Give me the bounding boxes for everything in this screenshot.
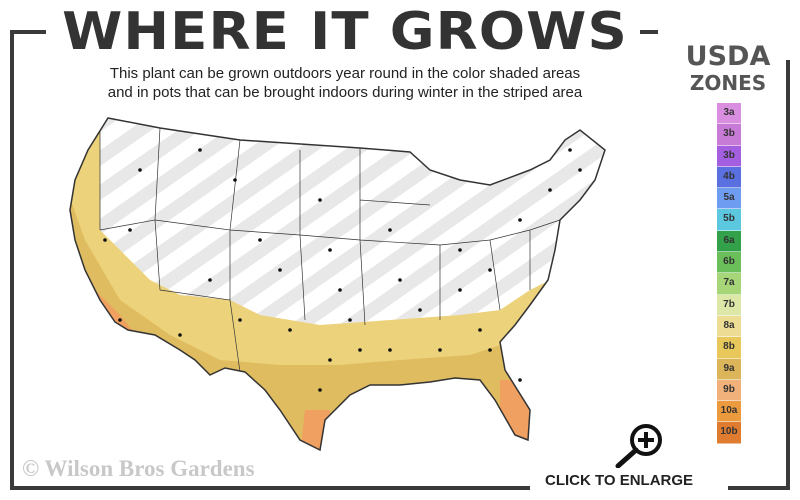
page-subtitle: This plant can be grown outdoors year ro… — [60, 64, 630, 102]
page-title: WHERE IT GROWS — [62, 2, 628, 62]
city-dot — [568, 148, 572, 152]
city-dot — [103, 238, 107, 242]
legend-zone-7a: 7a — [717, 273, 741, 295]
city-dot — [138, 168, 142, 172]
frame-top-right — [640, 30, 658, 34]
city-dot — [318, 388, 322, 392]
city-dot — [318, 198, 322, 202]
city-dot — [518, 378, 522, 382]
click-to-enlarge-button[interactable]: CLICK TO ENLARGE — [535, 420, 735, 490]
legend-title-line: USDA — [685, 41, 771, 72]
frame-top-left — [10, 30, 46, 34]
legend-zone-5b: 5b — [717, 209, 741, 231]
zone-legend: 3a 3b 3b 4b 5a 5b 6a 6b 7a 7b 8a 8b 9a 9b 10a 10b — [717, 103, 741, 444]
city-dot — [518, 218, 522, 222]
city-dot — [278, 268, 282, 272]
city-dot — [458, 288, 462, 292]
city-dot — [548, 188, 552, 192]
city-dot — [478, 328, 482, 332]
city-dot — [288, 328, 292, 332]
city-dot — [128, 228, 132, 232]
city-dot — [328, 248, 332, 252]
subtitle-line: and in pots that can be brought indoors … — [107, 84, 583, 101]
city-dot — [458, 248, 462, 252]
legend-zone-3b: 3b — [717, 145, 741, 167]
legend-zone-6b: 6b — [717, 252, 741, 274]
legend-zone-9a: 9a — [717, 358, 741, 380]
legend-zone-10a: 10a — [717, 401, 741, 423]
city-dot — [418, 308, 422, 312]
city-dot — [118, 318, 122, 322]
city-dot — [488, 348, 492, 352]
city-dot — [578, 168, 582, 172]
city-dot — [388, 348, 392, 352]
legend-zone-7b: 7b — [717, 294, 741, 316]
subtitle-line: This plant can be grown outdoors year ro… — [109, 65, 581, 82]
city-dot — [388, 228, 392, 232]
city-dot — [208, 278, 212, 282]
city-dot — [178, 333, 182, 337]
legend-zone-6a: 6a — [717, 230, 741, 253]
us-zone-map[interactable] — [60, 110, 620, 455]
legend-zone-8a: 8a — [717, 315, 741, 338]
city-dot — [438, 348, 442, 352]
legend-title-line: ZONES — [689, 71, 767, 95]
state-borders — [99, 120, 561, 373]
frame-right — [786, 60, 790, 490]
city-dot — [398, 278, 402, 282]
city-dot — [488, 268, 492, 272]
city-markers — [103, 148, 582, 392]
legend-zone-3b: 3b — [717, 124, 741, 146]
frame-bottom-left — [10, 486, 530, 490]
legend-zone-4b: 4b — [717, 166, 741, 189]
zoom-in-icon — [615, 424, 662, 468]
enlarge-label: CLICK TO ENLARGE — [545, 472, 694, 489]
legend-zone-9b: 9b — [717, 379, 741, 402]
legend-title: USDA ZONES — [680, 41, 776, 96]
city-dot — [198, 148, 202, 152]
city-dot — [338, 288, 342, 292]
legend-zone-10b: 10b — [717, 422, 741, 444]
city-dot — [238, 318, 242, 322]
frame-bottom-right — [728, 486, 790, 490]
city-dot — [328, 358, 332, 362]
legend-zone-3a: 3a — [717, 103, 741, 125]
city-dot — [358, 348, 362, 352]
copyright-watermark: © Wilson Bros Gardens — [22, 456, 255, 481]
legend-zone-8b: 8b — [717, 337, 741, 359]
city-dot — [233, 178, 237, 182]
frame-left — [10, 30, 14, 490]
city-dot — [258, 238, 262, 242]
city-dot — [348, 318, 352, 322]
legend-zone-5a: 5a — [717, 188, 741, 210]
